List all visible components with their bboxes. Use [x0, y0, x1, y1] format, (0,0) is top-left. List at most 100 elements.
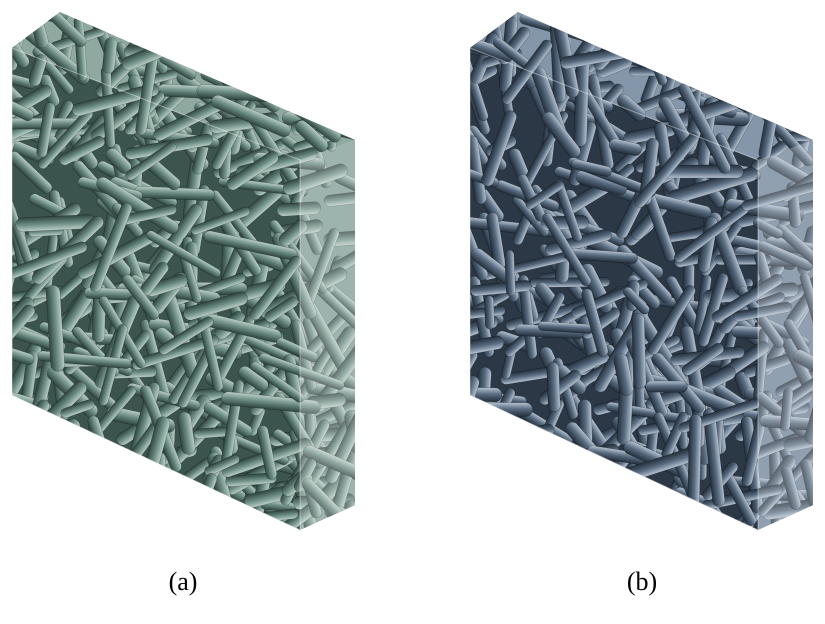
fiber: [730, 73, 812, 95]
fiber: [545, 486, 584, 537]
fiber: [261, 11, 296, 44]
panel-a-image: [0, 0, 390, 575]
side-shade: [758, 140, 813, 530]
fiber: [81, 454, 138, 470]
fiber: [249, 35, 294, 76]
page: (a) (b) (() => { const data = JSON.parse…: [0, 0, 825, 624]
fiber: [32, 416, 57, 458]
fiber: [506, 494, 518, 540]
fiber: [472, 402, 533, 416]
fiber: [457, 490, 489, 567]
fiber: [674, 21, 766, 74]
fiber: [687, 414, 701, 506]
fiber: [566, 501, 629, 551]
fiber: [60, 418, 81, 473]
fiber: [0, 397, 52, 485]
fiber: [292, 54, 342, 113]
fiber: [427, 387, 502, 402]
fiber: [591, 6, 627, 24]
fiber: [499, 463, 536, 487]
fiber: [117, 0, 170, 38]
fiber: [325, 17, 353, 64]
fiber: [620, 0, 662, 55]
fiber: [253, 15, 309, 105]
fiber: [454, 516, 539, 535]
fiber: [242, 3, 294, 38]
fiber: [768, 8, 825, 39]
fiber: [148, 497, 196, 519]
fiber: [547, 362, 561, 412]
fiber: [317, 71, 383, 108]
fiber: [693, 0, 784, 38]
fiber: [662, 36, 695, 80]
fiber: [545, 502, 578, 533]
fiber: [68, 497, 164, 547]
fiber: [120, 460, 159, 507]
fiber: [278, 7, 314, 68]
fiber: [610, 0, 677, 41]
fiber: [29, 441, 94, 514]
fiber: [255, 0, 329, 37]
fiber: [569, 475, 585, 541]
fiber: [51, 494, 138, 553]
fiber: [534, 472, 566, 496]
fiber: [632, 313, 647, 389]
side-shade: [300, 140, 355, 530]
fiber: [188, 33, 229, 71]
fiber: [205, 43, 275, 61]
fiber: [349, 504, 370, 549]
fiber: [768, 37, 804, 83]
fiber: [0, 467, 25, 511]
fiber: [752, 21, 825, 47]
fiber: [535, 467, 588, 505]
fiber: [336, 41, 362, 73]
fiber: [263, 18, 314, 109]
fiber: [741, 21, 815, 46]
fiber: [753, 39, 786, 73]
fiber: [560, 495, 574, 531]
fiber: [676, 55, 716, 79]
fiber: [444, 467, 528, 506]
fiber: [95, 511, 121, 543]
fiber: [663, 0, 750, 33]
panel-b-image: [427, 0, 825, 568]
fiber: [176, 472, 219, 562]
fiber: [238, 33, 284, 65]
fiber: [496, 440, 542, 493]
fiber: [263, 35, 317, 104]
fiber: [749, 0, 825, 19]
fiber: [288, 9, 379, 36]
fiber: [305, 60, 352, 99]
panel-label: (b): [627, 567, 657, 596]
fiber: [209, 508, 299, 529]
fiber: [84, 508, 129, 534]
fiber: [486, 499, 535, 514]
fiber: [772, 3, 825, 70]
fiber: [198, 19, 258, 37]
fiber: [475, 416, 517, 475]
fiber: [124, 479, 206, 525]
fiber: [292, 0, 321, 74]
fiber: [668, 0, 733, 56]
fiber: [646, 381, 688, 392]
fiber: [745, 0, 825, 39]
fiber: [241, 43, 314, 56]
fiber: [254, 0, 269, 38]
fiber: [0, 504, 20, 550]
fiber: [759, 6, 796, 27]
fiber: [168, 0, 182, 65]
fiber: [290, 59, 354, 85]
fiber: [253, 25, 285, 49]
fiber: [589, 0, 637, 43]
fiber: [49, 487, 69, 568]
fiber: [633, 28, 725, 68]
fiber: [593, 506, 651, 538]
fiber: [248, 35, 334, 95]
fiber: [540, 463, 563, 536]
fiber: [516, 474, 564, 487]
fiber: [17, 449, 58, 496]
fiber: [310, 32, 385, 93]
fiber: [0, 0, 31, 36]
fiber: [1, 428, 29, 466]
fiber: [457, 130, 470, 191]
